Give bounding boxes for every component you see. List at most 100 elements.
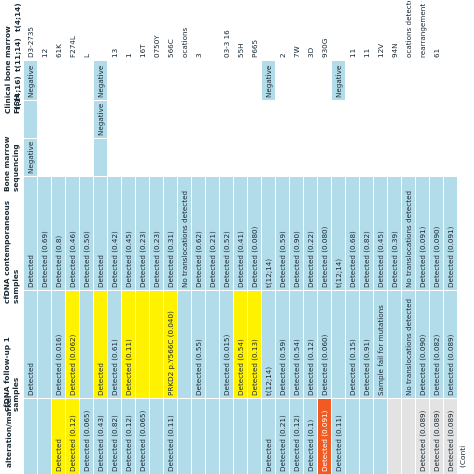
table-cell-t1114 [136,101,149,138]
table-cell-bm: Detected (0.8) [52,177,65,290]
table-cell-t1114 [52,101,65,138]
table-cell-t1416 [206,139,219,176]
footer-continued: (Conti [458,445,467,468]
table-cell-c2: Detected (0.065) [136,399,149,474]
table-cell-t414 [444,61,457,100]
table-cell-t1114 [262,101,275,138]
table-cell-label: 13 [108,1,121,60]
table-cell-t414 [276,61,289,100]
table-cell-label: 16T [136,1,149,60]
table-cell-t1114 [416,101,429,138]
table-cell-bm: Detected (0.82) [360,177,373,290]
table-cell-c1: Detected (0.91) [360,291,373,398]
table-cell-t414 [52,61,65,100]
table-cell-t414 [178,61,191,100]
table-cell-t1416 [94,139,107,176]
table-cell-c2: Detected [262,399,275,474]
table-cell-bm: Detected (0.50) [80,177,93,290]
table-cell-bm: Detected (0.46) [66,177,79,290]
table-cell-label: 11 [346,1,359,60]
table-cell-c1 [332,291,345,398]
table-cell-bm: Detected (0.091) [416,177,429,290]
table-cell-c2 [374,399,387,474]
table-cell-c1: Detected (0.015) [220,291,233,398]
table-cell-t1416 [388,139,401,176]
table-cell-t1114 [374,101,387,138]
table-cell-t1114 [220,101,233,138]
table-cell-c1: t(12;14) [262,291,275,398]
table-cell-t1114 [164,101,177,138]
table-cell-t414 [220,61,233,100]
table-cell-t1416 [150,139,163,176]
table-cell-label: 7W [290,1,303,60]
table-cell-t1114 [108,101,121,138]
table-cell-bm: Detected (0.45) [374,177,387,290]
table-cell-t414: Negative [94,61,107,100]
table-cell-label: P665 [248,1,261,60]
table-cell-c1 [206,291,219,398]
table-cell-label [444,1,457,60]
table-cell-t414 [192,61,205,100]
table-cell-c1 [38,291,51,398]
header-fish-t1416: t(14;16) [13,76,22,110]
table-cell-c2: Detected (0.11) [164,399,177,474]
table-cell-c1: Detected (0.13) [248,291,261,398]
table-cell-bm: Detected (0.68) [346,177,359,290]
table-cell-c2 [388,399,401,474]
table-cell-bm: Detected (0.59) [276,177,289,290]
table-cell-label: rearrangement found [416,1,429,60]
table-cell-c1: Detected (0.54) [290,291,303,398]
table-cell-label: ocations [178,1,191,60]
table-cell-bm: Detected (0.21) [206,177,219,290]
header-fish-t1114: t(11;14) [13,38,22,72]
table-cell-t1114 [318,101,331,138]
table-cell-t1114 [402,101,415,138]
table-cell-t414 [38,61,51,100]
table-cell-c1 [178,291,191,398]
table-cell-c2: Detected (0.089) [416,399,429,474]
table-cell-bm: Detected (0.42) [108,177,121,290]
header-clinical-fish: Clinical bone marrow FISH [3,26,21,114]
table-cell-c1: Detected (0.089) [444,291,457,398]
table-cell-bm: Detected (0.69) [38,177,51,290]
table-cell-c2: Detected (0.091) [318,399,331,474]
table-cell-t414 [234,61,247,100]
table-cell-t414: Negative [262,61,275,100]
table-cell-t1416 [332,139,345,176]
table-cell-t1416 [430,139,443,176]
table-cell-t414 [318,61,331,100]
table-cell-c2 [178,399,191,474]
table-cell-c2: Detected (0.11) [332,399,345,474]
table-cell-bm: Detected (0.52) [220,177,233,290]
table-cell-bm: Detected (0.62) [192,177,205,290]
table-cell-t414 [290,61,303,100]
table-cell-bm: Detected (0.23) [136,177,149,290]
table-cell-c2 [192,399,205,474]
table-cell-t414 [136,61,149,100]
table-cell-t1114 [80,101,93,138]
table-cell-t1114 [360,101,373,138]
table-cell-c1 [136,291,149,398]
table-cell-t1416 [38,139,51,176]
table-cell-c1 [388,291,401,398]
table-cell-bm: Detected (0.41) [234,177,247,290]
table-cell-c2 [24,399,37,474]
table-cell-t414 [66,61,79,100]
table-cell-t1114 [248,101,261,138]
table-cell-t1416 [374,139,387,176]
table-cell-t1416 [290,139,303,176]
table-cell-t414 [402,61,415,100]
table-cell-bm: Detected (0.90) [290,177,303,290]
table-cell-bm: Detected (0.45) [122,177,135,290]
table-cell-c1: Detected (0.060) [318,291,331,398]
table-cell-label: ocations detected [402,1,415,60]
table-cell-label: 61K [52,1,65,60]
table-cell-c2 [220,399,233,474]
table-cell-label [262,1,275,60]
table-cell-t414: Negative [332,61,345,100]
table-cell-bm: No translocations detected [402,177,415,290]
table-cell-t1416 [66,139,79,176]
table-cell-c1: Detected (0.61) [108,291,121,398]
table-cell-label [94,1,107,60]
